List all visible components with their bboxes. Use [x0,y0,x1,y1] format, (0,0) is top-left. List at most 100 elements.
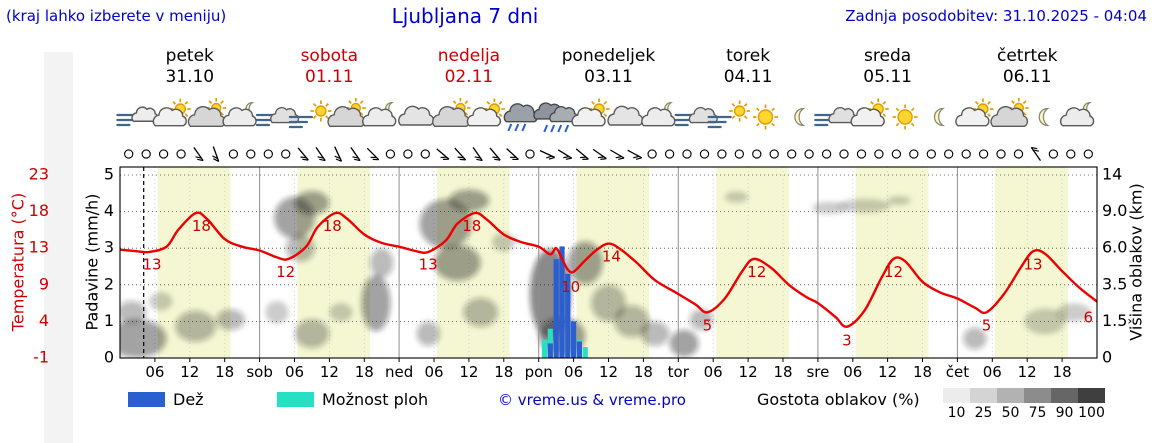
svg-text:13: 13 [29,238,49,257]
calm-wind-symbol [944,149,954,159]
svg-text:13: 13 [419,255,438,273]
day-header-sobota: sobota 01.11 [260,46,400,88]
wind-barb [609,149,625,160]
wind-barbs-row [124,146,1093,163]
calm-wind-symbol [525,149,535,159]
svg-text:9: 9 [39,274,49,293]
temperature-axis-label: Temperatura (°C) [8,192,28,332]
rain-legend-label: Dež [173,390,204,409]
day-header-četrtek: četrtek 06.11 [957,46,1097,88]
wind-barb [297,147,309,161]
copyright-link[interactable]: © vreme.us & vreme.pro [498,391,686,409]
calm-wind-symbol [856,149,867,159]
showers-legend-swatch [277,392,314,407]
svg-text:10: 10 [561,278,580,296]
day-name: ponedeljek [561,46,656,66]
svg-text:12: 12 [739,363,758,381]
weather-icon-sun-cloud [466,98,505,127]
svg-text:12: 12 [459,363,478,381]
wind-barb [539,150,555,160]
svg-text:13: 13 [1023,255,1042,273]
svg-text:1.5: 1.5 [1102,311,1127,330]
svg-text:14: 14 [602,248,621,266]
weather-icon-moon-cloud [1059,101,1095,127]
weather-icon-sun-cloud [955,98,994,127]
svg-text:4: 4 [104,201,114,220]
svg-text:06: 06 [843,363,862,381]
wind-barb [506,148,519,160]
svg-text:18: 18 [462,217,481,235]
calm-wind-symbol [734,149,744,159]
density-step [1024,388,1051,403]
wind-barb [575,148,589,160]
calm-wind-symbol [403,149,413,159]
calm-wind-symbol [717,149,727,159]
calm-wind-symbol [263,149,273,159]
day-header-sreda: sreda 05.11 [818,46,958,88]
weather-icon-sun [892,104,918,130]
day-header-torek: torek 04.11 [678,46,818,88]
svg-text:sre: sre [806,363,829,381]
svg-text:6.0: 6.0 [1102,238,1127,257]
weather-icon-wind-fog [116,106,159,127]
wind-barb [366,147,380,161]
rain-legend-swatch [128,392,165,407]
day-name: nedelja [437,46,501,66]
svg-text:06: 06 [564,363,583,381]
weather-icon-cloud-sun [187,98,227,128]
density-step [1078,388,1105,403]
day-date: 06.11 [1002,67,1052,87]
density-step [1051,388,1078,403]
svg-text:23: 23 [29,165,49,184]
svg-text:12: 12 [878,363,897,381]
day-name: sobota [300,46,359,66]
day-date: 05.11 [863,67,912,87]
svg-text:9.0: 9.0 [1102,201,1127,220]
density-tick-label: 10 [947,405,966,421]
svg-text:12: 12 [747,263,766,281]
day-name: petek [165,46,214,66]
svg-text:13: 13 [142,255,161,273]
weather-icon-cloud-sun [432,98,471,128]
svg-text:18: 18 [215,363,234,381]
wind-barb [489,147,501,161]
precipitation-axis-label: Padavine (mm/h) [82,193,102,331]
weather-icon-moon [1038,107,1050,127]
svg-text:čet: čet [946,363,969,381]
weather-icon-cloud-sun [990,98,1029,128]
weather-icon-cloud [607,105,644,126]
precipitation-tick-labels: 5 4 3 2 1 0 [104,165,114,367]
svg-text:6: 6 [1084,309,1094,327]
weather-icon-rain [503,103,538,132]
temperature-value-labels: 13 18 12 18 13 18 10 14 5 12 3 12 5 13 6 [142,217,1093,349]
calm-wind-symbol [909,149,919,159]
calm-wind-symbol [228,149,239,159]
svg-text:12: 12 [180,363,199,381]
svg-text:18: 18 [355,363,374,381]
density-step [997,388,1024,403]
weather-icon-wind-cloud [814,106,858,127]
calm-wind-symbol [1083,149,1093,159]
weather-icon-fog-sun [288,100,332,129]
svg-text:18: 18 [494,363,513,381]
svg-text:5: 5 [982,316,992,334]
left-margin-strip [44,52,73,443]
weather-icon-cloud [398,105,435,126]
wind-barb [350,147,361,162]
svg-text:5: 5 [104,165,114,184]
svg-text:1: 1 [104,311,114,330]
svg-text:18: 18 [29,201,49,220]
x-axis-ticks: 06 12 18 06 12 18 06 12 18 06 12 18 06 12 18 06 12 18 06 12… [145,358,1072,381]
svg-text:06: 06 [983,363,1002,381]
svg-text:06: 06 [704,363,723,381]
svg-text:pon: pon [525,363,553,381]
svg-text:3.5: 3.5 [1102,274,1127,293]
svg-text:18: 18 [634,363,653,381]
svg-text:sob: sob [246,363,273,381]
calm-wind-symbol [787,149,797,159]
weather-icon-sun [753,104,778,130]
svg-text:2: 2 [104,274,114,293]
day-date: 04.11 [723,67,773,87]
svg-text:18: 18 [913,363,932,381]
